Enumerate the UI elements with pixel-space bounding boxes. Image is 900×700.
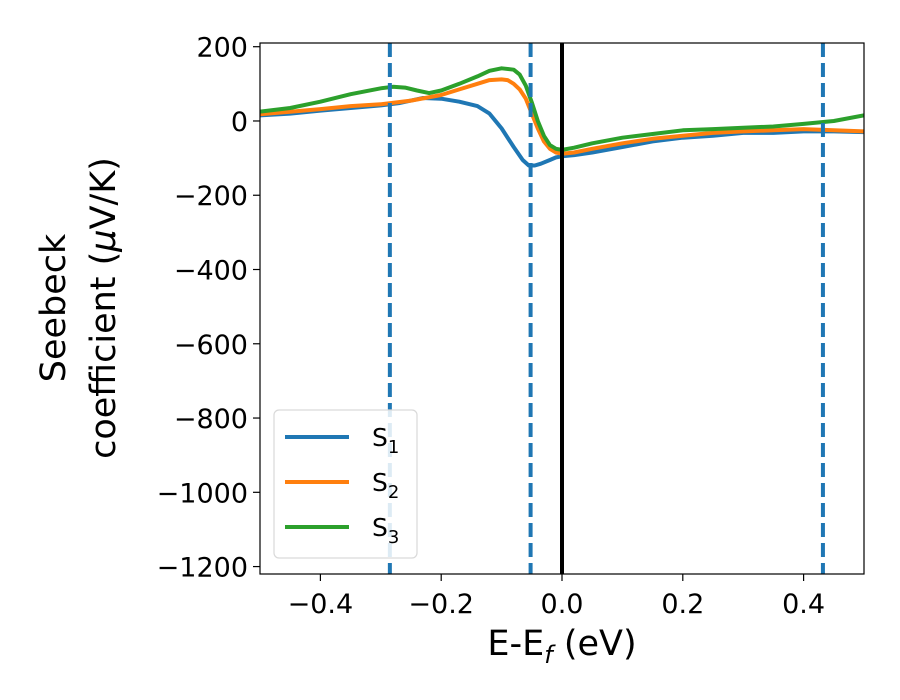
y-axis-label: Seebeck coefficient (μV/K) <box>34 157 124 459</box>
legend-entry-s2: S2 <box>285 468 399 503</box>
plot-area <box>259 42 865 575</box>
x-tick-label: −0.4 <box>288 589 354 620</box>
x-tick-label: 0.4 <box>782 589 825 620</box>
x-axis-label: E-Ef (eV) <box>487 624 636 669</box>
y-tick-label: −400 <box>174 256 248 287</box>
y-axis-label-line1: Seebeck <box>34 233 74 382</box>
y-tick-label: 0 <box>231 107 248 138</box>
y-axis-ticks: 200 0 −200 −400 −600 −800 −1000 −1200 <box>157 33 260 584</box>
y-axis-label-line2: coefficient (μV/K) <box>84 157 124 459</box>
y-tick-label: −600 <box>174 330 248 361</box>
x-tick-label: 0.2 <box>661 589 704 620</box>
x-axis-ticks: −0.4 −0.2 0.0 0.2 0.4 <box>288 574 825 620</box>
legend-label-s1: S1 <box>372 423 399 458</box>
x-tick-label: 0.0 <box>541 589 584 620</box>
y-tick-label: 200 <box>196 33 248 64</box>
x-tick-label: −0.2 <box>408 589 474 620</box>
y-tick-label: −800 <box>174 404 248 435</box>
legend-label-s3: S3 <box>372 513 399 548</box>
legend-entry-s3: S3 <box>285 513 399 548</box>
y-tick-label: −1200 <box>157 553 248 584</box>
y-tick-label: −1000 <box>157 478 248 509</box>
series-line-s2 <box>260 77 864 156</box>
plot-content <box>260 43 864 574</box>
legend: S1 S2 S3 <box>273 409 418 559</box>
legend-label-s2: S2 <box>372 468 399 503</box>
y-tick-label: −200 <box>174 181 248 212</box>
legend-entry-s1: S1 <box>285 423 399 458</box>
